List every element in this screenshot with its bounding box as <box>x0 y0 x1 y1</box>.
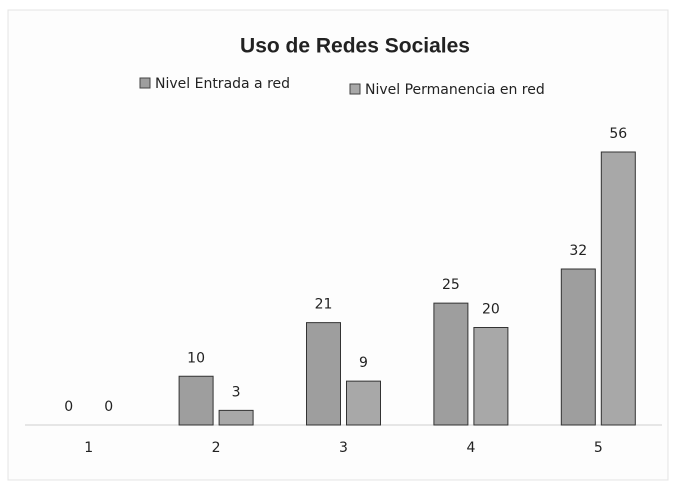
data-label: 20 <box>482 302 500 318</box>
x-tick-label: 1 <box>84 440 93 456</box>
data-label: 3 <box>232 384 241 400</box>
data-label: 0 <box>104 399 113 415</box>
bar <box>218 409 254 426</box>
x-tick-label: 5 <box>594 440 603 456</box>
data-label: 56 <box>609 126 627 142</box>
bar <box>560 268 596 426</box>
data-label: 9 <box>359 355 368 371</box>
legend-label: Nivel Entrada a red <box>155 76 290 92</box>
bar <box>473 327 509 426</box>
legend-swatch <box>349 83 361 95</box>
x-tick-label: 2 <box>212 440 221 456</box>
x-tick-label: 4 <box>466 440 475 456</box>
bar <box>433 302 469 426</box>
data-label: 10 <box>187 350 205 366</box>
data-label: 32 <box>569 243 587 259</box>
bar <box>306 322 341 426</box>
legend-swatch <box>139 77 151 89</box>
data-label: 21 <box>315 297 333 313</box>
data-label: 25 <box>442 277 460 293</box>
bar <box>600 151 636 426</box>
x-tick-label: 3 <box>339 440 348 456</box>
bar <box>346 380 381 426</box>
bar <box>178 375 214 426</box>
data-label: 0 <box>64 399 73 415</box>
legend-label: Nivel Permanencia en red <box>365 82 545 98</box>
chart-title: Uso de Redes Sociales <box>240 35 470 58</box>
